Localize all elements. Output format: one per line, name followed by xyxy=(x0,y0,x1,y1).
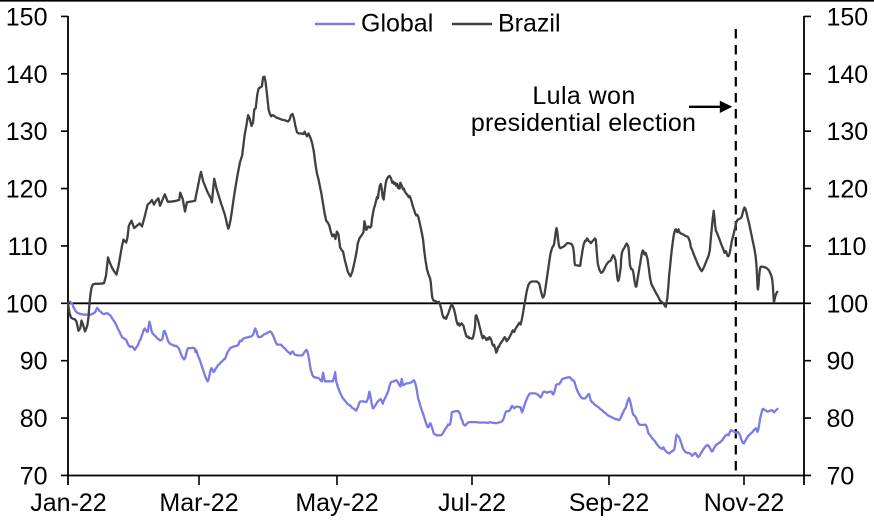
svg-text:100: 100 xyxy=(6,290,48,318)
svg-text:140: 140 xyxy=(6,61,48,89)
svg-text:130: 130 xyxy=(6,118,48,146)
svg-text:130: 130 xyxy=(827,118,869,146)
svg-text:80: 80 xyxy=(827,405,855,433)
svg-text:150: 150 xyxy=(6,3,48,31)
svg-text:80: 80 xyxy=(20,405,48,433)
svg-text:110: 110 xyxy=(8,233,48,261)
svg-text:Nov-22: Nov-22 xyxy=(704,489,785,517)
svg-text:140: 140 xyxy=(827,61,869,89)
svg-text:90: 90 xyxy=(20,348,48,376)
svg-text:Jan-22: Jan-22 xyxy=(30,489,106,517)
svg-text:120: 120 xyxy=(827,176,869,204)
svg-text:Brazil: Brazil xyxy=(498,10,561,38)
svg-text:70: 70 xyxy=(20,462,48,490)
svg-text:150: 150 xyxy=(827,3,869,31)
svg-text:Jul-22: Jul-22 xyxy=(438,489,506,517)
svg-text:120: 120 xyxy=(6,176,48,204)
svg-text:Lula won: Lula won xyxy=(532,82,635,110)
svg-text:70: 70 xyxy=(827,462,855,490)
svg-text:Mar-22: Mar-22 xyxy=(159,489,238,517)
svg-text:May-22: May-22 xyxy=(295,489,378,517)
svg-text:Global: Global xyxy=(361,10,433,38)
svg-text:100: 100 xyxy=(827,290,869,318)
svg-text:presidential election: presidential election xyxy=(471,109,696,137)
svg-text:Sep-22: Sep-22 xyxy=(569,489,650,517)
svg-text:110: 110 xyxy=(827,233,867,261)
svg-text:90: 90 xyxy=(827,348,855,376)
